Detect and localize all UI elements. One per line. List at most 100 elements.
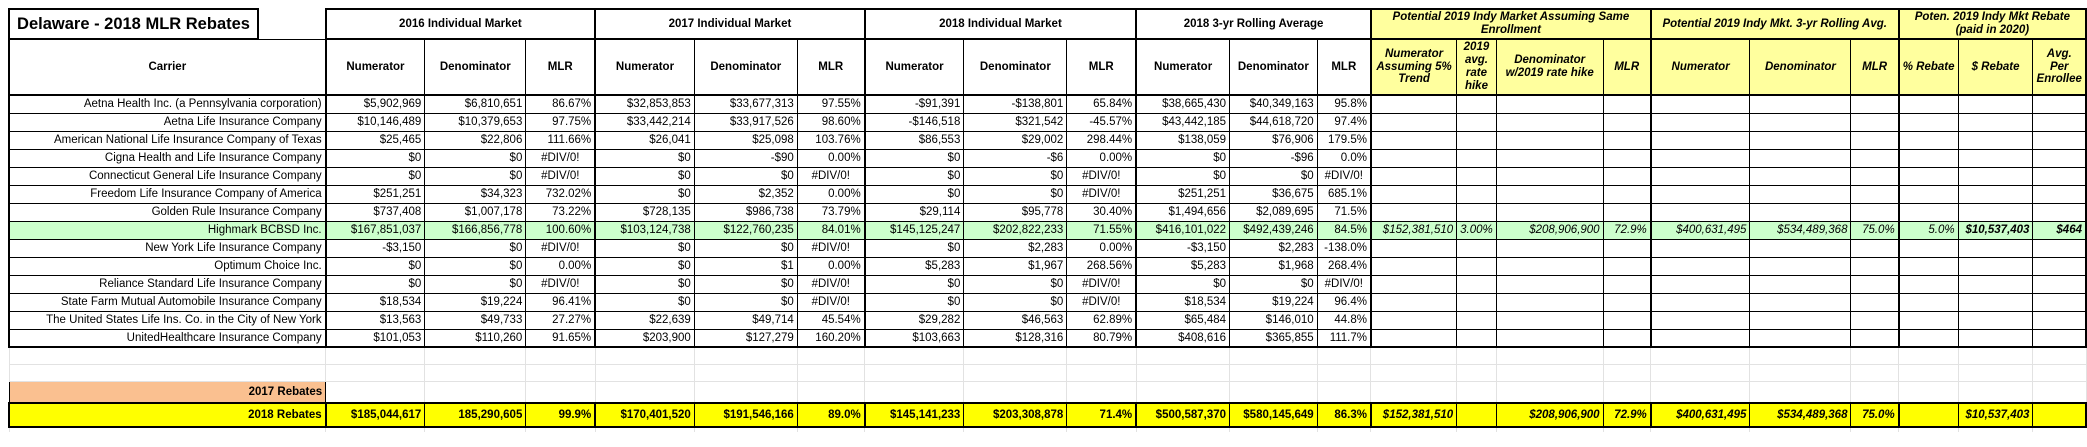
data-cell[interactable]: 97.55%: [796, 94, 866, 114]
grid-cell[interactable]: [2032, 346, 2087, 365]
data-cell[interactable]: [1649, 130, 1751, 150]
data-cell[interactable]: [2032, 148, 2087, 168]
data-cell[interactable]: $0: [424, 256, 527, 276]
data-cell[interactable]: -138.0%: [1316, 238, 1372, 258]
rebates-2018-total-cell[interactable]: 75.0%: [1850, 402, 1900, 428]
data-cell[interactable]: $202,822,233: [963, 220, 1068, 240]
grid-cell[interactable]: [1850, 363, 1900, 382]
grid-cell[interactable]: [1650, 346, 1751, 365]
rebates-2018-total-cell[interactable]: $191,546,166: [693, 402, 798, 428]
grid-cell[interactable]: [1370, 380, 1458, 404]
data-cell[interactable]: #DIV/0!: [1066, 274, 1137, 294]
data-cell[interactable]: 0.00%: [1066, 238, 1137, 258]
data-cell[interactable]: #DIV/0!: [1066, 184, 1137, 204]
data-cell[interactable]: 98.60%: [796, 112, 866, 132]
data-cell[interactable]: $0: [594, 256, 695, 276]
data-cell[interactable]: $986,738: [693, 202, 798, 222]
data-cell[interactable]: $0: [863, 184, 965, 204]
data-cell[interactable]: [1649, 274, 1751, 294]
grid-cell[interactable]: [963, 380, 1068, 404]
data-cell[interactable]: $0: [1135, 148, 1231, 168]
data-cell[interactable]: $110,260: [424, 328, 527, 348]
data-cell[interactable]: $2,089,695: [1229, 202, 1318, 222]
data-cell[interactable]: [1957, 148, 2034, 168]
rebates-2018-total-cell[interactable]: $400,631,495: [1649, 402, 1751, 428]
data-cell[interactable]: [1749, 112, 1852, 132]
data-cell[interactable]: 95.8%: [1316, 94, 1372, 114]
carrier-cell[interactable]: Connecticut General Life Insurance Compa…: [8, 166, 327, 186]
data-cell[interactable]: [1957, 112, 2034, 132]
column-header-3-1[interactable]: Denominator: [1229, 38, 1318, 96]
data-cell[interactable]: $728,135: [594, 202, 695, 222]
data-cell[interactable]: $492,439,246: [1229, 220, 1318, 240]
rebates-2018-total-cell[interactable]: 89.0%: [796, 402, 866, 428]
grid-cell[interactable]: [1066, 346, 1137, 365]
grid-cell[interactable]: [796, 346, 866, 365]
rebates-2018-total-cell[interactable]: [2032, 402, 2087, 428]
carrier-cell[interactable]: State Farm Mutual Automobile Insurance C…: [8, 292, 327, 312]
column-header-1-0[interactable]: Numerator: [594, 38, 695, 96]
data-cell[interactable]: [1749, 166, 1852, 186]
data-cell[interactable]: $10,379,653: [424, 112, 527, 132]
data-cell[interactable]: $0: [1229, 166, 1318, 186]
data-cell[interactable]: #DIV/0!: [1316, 274, 1372, 294]
grid-cell[interactable]: [1370, 346, 1458, 365]
data-cell[interactable]: $0: [324, 148, 426, 168]
data-cell[interactable]: $0: [693, 166, 798, 186]
column-header-3-2[interactable]: MLR: [1316, 38, 1372, 96]
data-cell[interactable]: #DIV/0!: [525, 148, 596, 168]
grid-cell[interactable]: [325, 380, 426, 404]
data-cell[interactable]: [1897, 292, 1959, 312]
data-cell[interactable]: $95,778: [963, 202, 1068, 222]
data-cell[interactable]: $49,733: [424, 310, 527, 330]
data-cell[interactable]: $138,059: [1135, 130, 1231, 150]
data-cell[interactable]: $101,053: [324, 328, 426, 348]
data-cell[interactable]: #DIV/0!: [525, 238, 596, 258]
data-cell[interactable]: [1850, 130, 1900, 150]
grid-cell[interactable]: [325, 346, 426, 365]
data-cell[interactable]: $10,146,489: [324, 112, 426, 132]
data-cell[interactable]: $43,442,185: [1135, 112, 1231, 132]
rebates-2018-total-cell[interactable]: $580,145,649: [1229, 402, 1318, 428]
grid-cell[interactable]: [424, 363, 527, 382]
data-cell[interactable]: [1649, 94, 1751, 114]
data-cell[interactable]: [2032, 238, 2087, 258]
data-cell[interactable]: $2,352: [693, 184, 798, 204]
data-cell[interactable]: [1897, 256, 1959, 276]
grid-cell[interactable]: [1229, 380, 1318, 404]
data-cell[interactable]: $0: [424, 238, 527, 258]
data-cell[interactable]: [1649, 184, 1751, 204]
data-cell[interactable]: [1369, 94, 1458, 114]
data-cell[interactable]: $46,563: [963, 310, 1068, 330]
data-cell[interactable]: -45.57%: [1066, 112, 1137, 132]
data-cell[interactable]: [1495, 328, 1604, 348]
data-cell[interactable]: [1602, 166, 1652, 186]
data-cell[interactable]: $0: [424, 274, 527, 294]
column-header-1-2[interactable]: MLR: [796, 38, 866, 96]
data-cell[interactable]: [1456, 274, 1497, 294]
grid-cell[interactable]: [1495, 380, 1604, 404]
rebates-2018-total-cell[interactable]: $534,489,368: [1749, 402, 1852, 428]
data-cell[interactable]: $0: [693, 292, 798, 312]
column-header-1-1[interactable]: Denominator: [693, 38, 798, 96]
data-cell[interactable]: [1957, 274, 2034, 294]
data-cell[interactable]: [1369, 238, 1458, 258]
data-cell[interactable]: [1957, 328, 2034, 348]
data-cell[interactable]: [1495, 310, 1604, 330]
data-cell[interactable]: $40,349,163: [1229, 94, 1318, 114]
carrier-cell[interactable]: New York Life Insurance Company: [8, 238, 327, 258]
data-cell[interactable]: [1897, 112, 1959, 132]
data-cell[interactable]: [1369, 328, 1458, 348]
data-cell[interactable]: $365,855: [1229, 328, 1318, 348]
grid-cell[interactable]: [1650, 363, 1751, 382]
data-cell[interactable]: [1957, 292, 2034, 312]
data-cell[interactable]: $18,534: [324, 292, 426, 312]
data-cell[interactable]: 5.0%: [1897, 220, 1959, 240]
data-cell[interactable]: [1649, 148, 1751, 168]
rebates-2018-total-cell[interactable]: $203,308,878: [963, 402, 1068, 428]
carrier-cell[interactable]: UnitedHealthcare Insurance Company: [8, 328, 327, 348]
data-cell[interactable]: [1602, 310, 1652, 330]
data-cell[interactable]: $0: [1135, 274, 1231, 294]
grid-cell[interactable]: [1229, 363, 1318, 382]
data-cell[interactable]: $22,806: [424, 130, 527, 150]
